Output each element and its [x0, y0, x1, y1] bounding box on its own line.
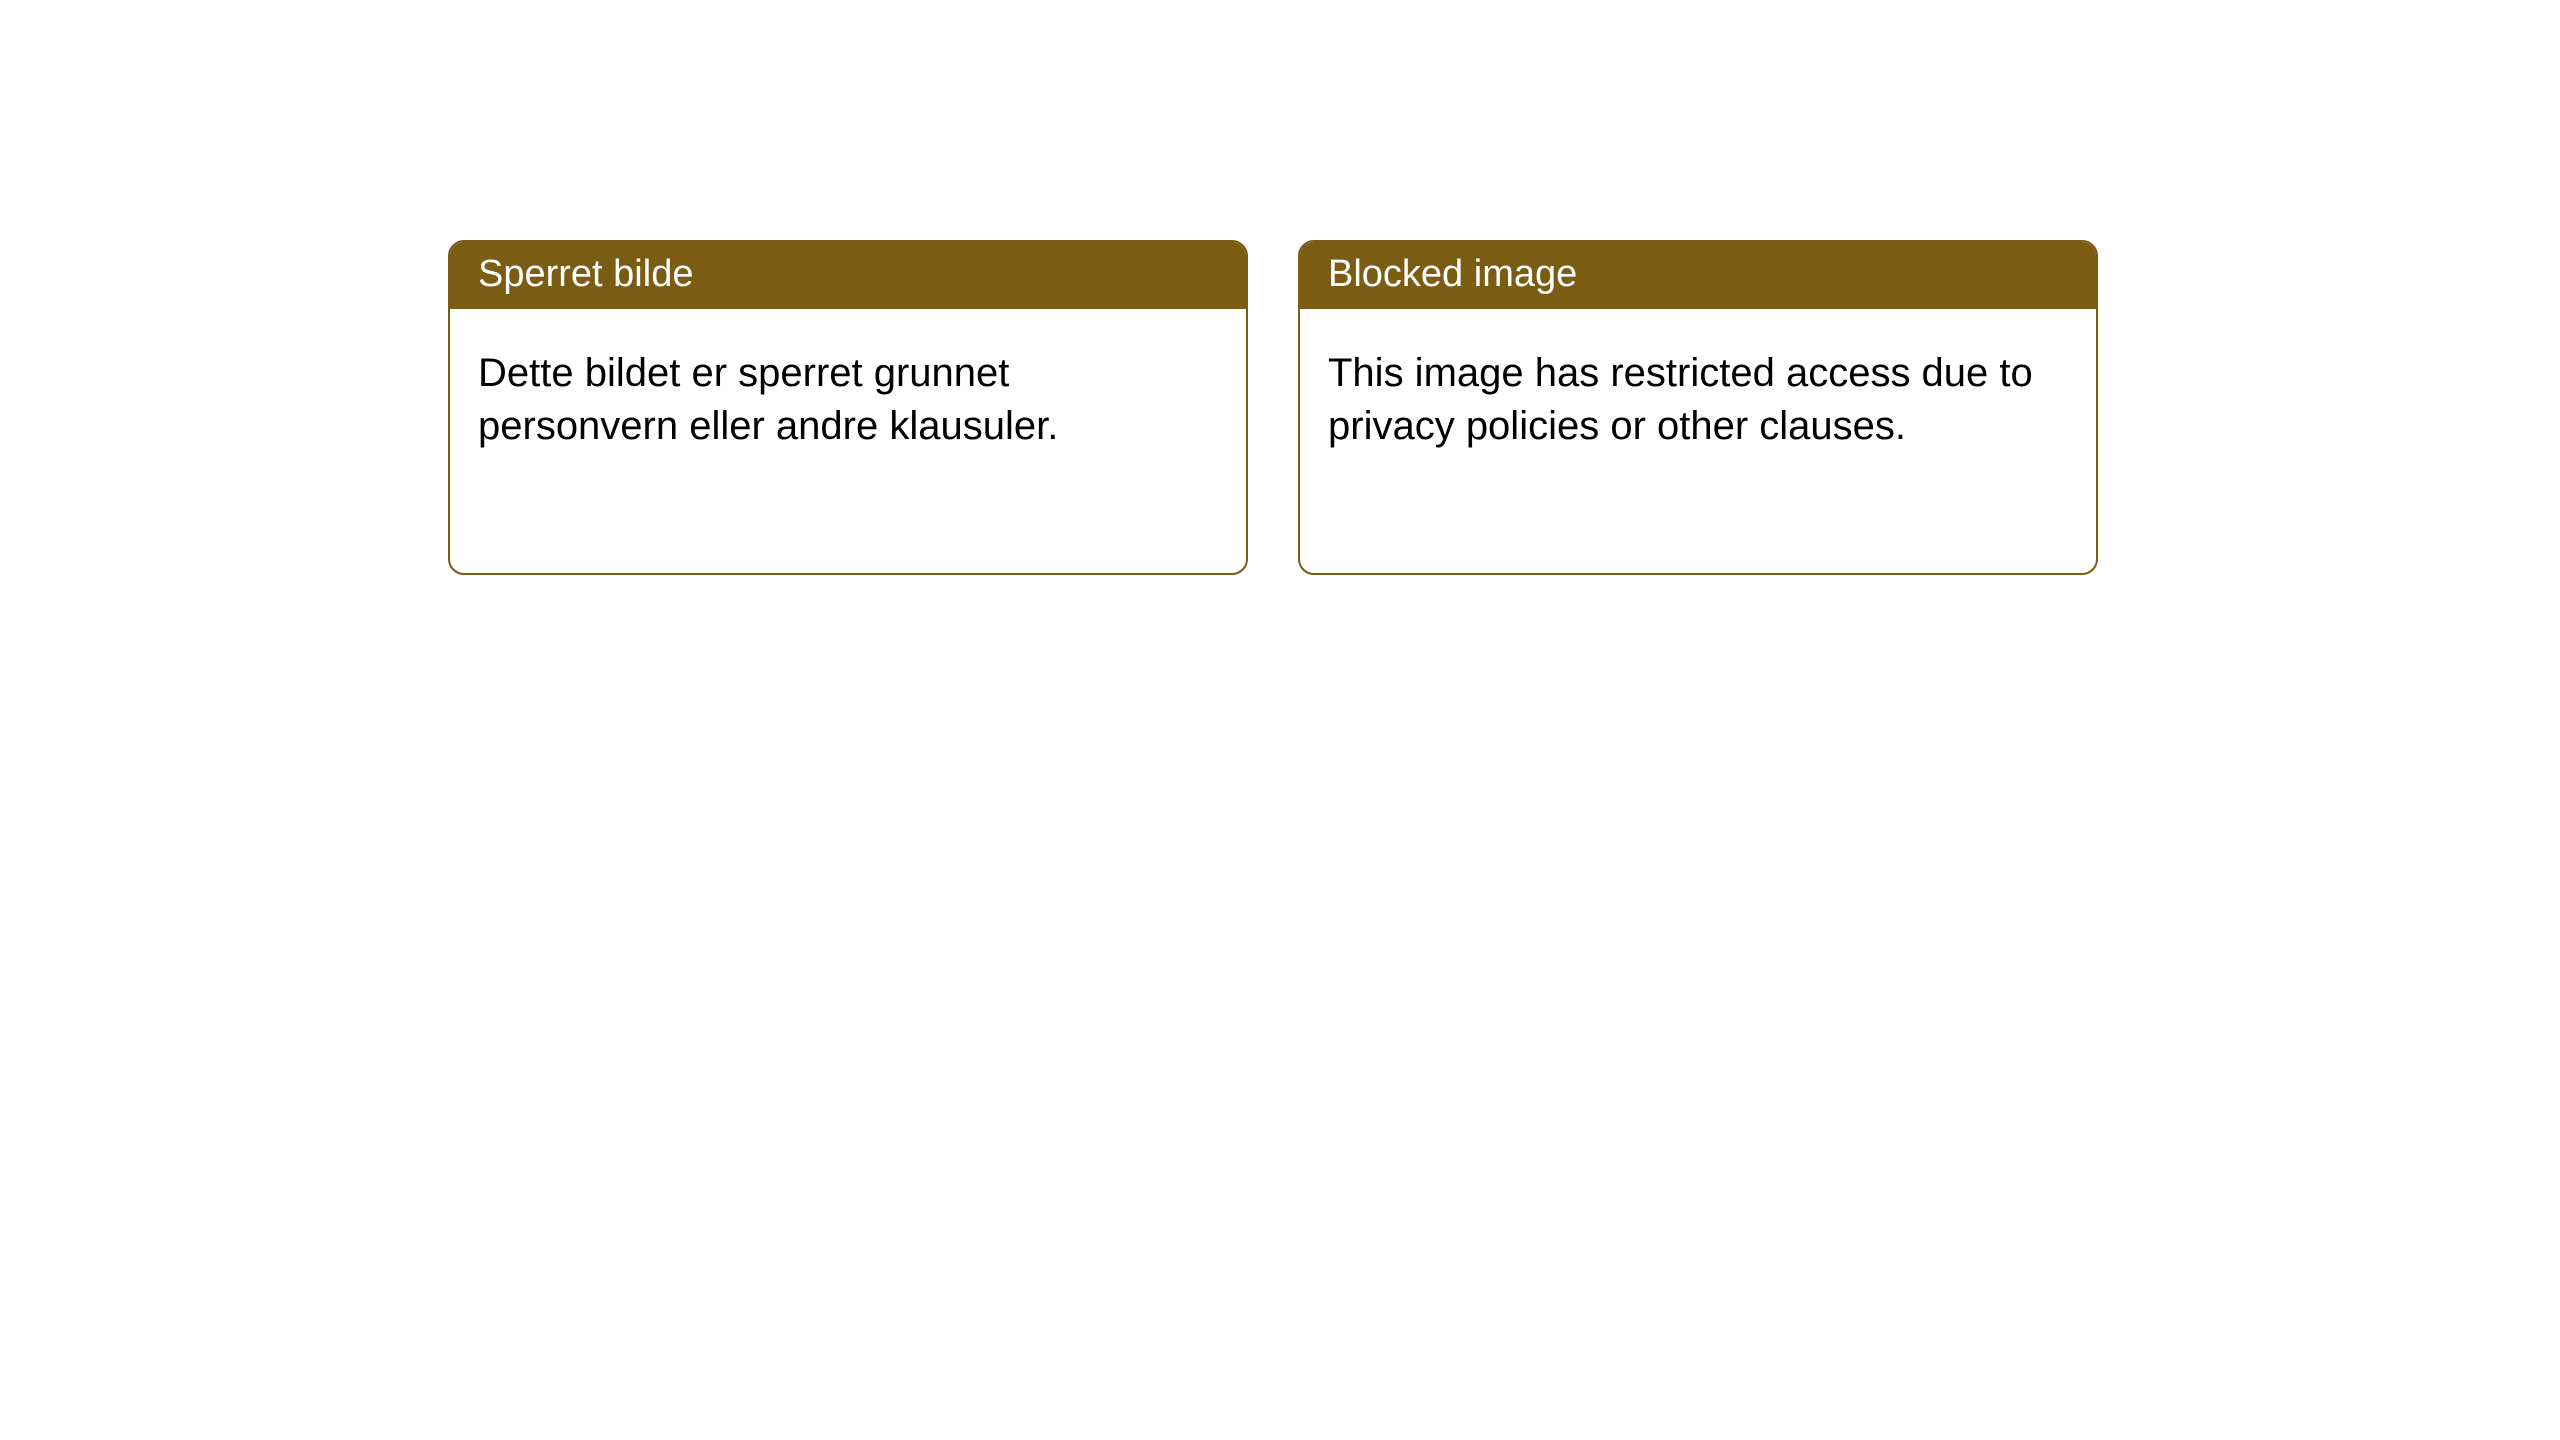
notice-card-english: Blocked image This image has restricted …	[1298, 240, 2098, 575]
notice-body-english: This image has restricted access due to …	[1300, 309, 2096, 491]
notice-body-norwegian: Dette bildet er sperret grunnet personve…	[450, 309, 1246, 491]
notice-card-norwegian: Sperret bilde Dette bildet er sperret gr…	[448, 240, 1248, 575]
notice-header-english: Blocked image	[1300, 242, 2096, 309]
notice-container: Sperret bilde Dette bildet er sperret gr…	[0, 0, 2560, 575]
notice-header-norwegian: Sperret bilde	[450, 242, 1246, 309]
